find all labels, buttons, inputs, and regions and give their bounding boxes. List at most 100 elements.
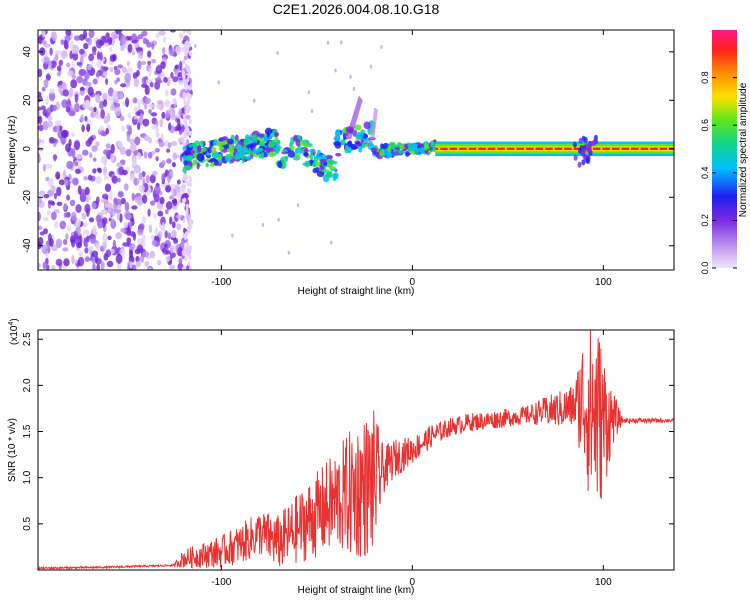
noise-blob: [159, 118, 163, 128]
noise-blob: [186, 181, 190, 187]
noise-blob: [47, 177, 54, 188]
noise-blob: [169, 30, 176, 33]
noise-blob: [369, 64, 373, 69]
signal-blob: [379, 149, 384, 157]
signal-blob: [211, 146, 217, 154]
spectrogram-ytick-label: 0: [22, 146, 33, 152]
noise-blob: [134, 136, 141, 146]
noise-blob: [183, 99, 187, 105]
carrier-dot: [514, 147, 517, 150]
noise-blob: [334, 68, 337, 73]
signal-blob: [581, 159, 586, 166]
noise-blob: [67, 70, 74, 77]
noise-blob: [149, 174, 156, 184]
noise-blob: [182, 59, 186, 65]
noise-blob: [101, 209, 107, 215]
noise-blob: [99, 51, 103, 61]
signal-blob: [183, 165, 192, 171]
noise-blob: [117, 177, 121, 183]
signal-blob: [260, 151, 265, 159]
signal-blob: [277, 161, 283, 169]
noise-blob: [168, 49, 175, 56]
noise-blob: [330, 240, 333, 245]
noise-blob: [117, 64, 124, 69]
noise-blob: [45, 163, 53, 169]
noise-blob: [189, 51, 192, 57]
noise-blob: [349, 74, 352, 79]
noise-blob: [141, 216, 146, 224]
noise-blob: [109, 54, 116, 62]
noise-blob: [129, 243, 136, 251]
noise-blob: [185, 203, 189, 209]
noise-blob: [380, 45, 383, 49]
noise-blob: [100, 155, 108, 165]
noise-blob: [114, 209, 121, 214]
signal-blob: [577, 161, 582, 168]
noise-blob: [38, 36, 43, 45]
noise-blob: [184, 235, 188, 241]
carrier-dot: [476, 147, 479, 150]
noise-blob: [102, 92, 108, 102]
signal-blob: [225, 143, 230, 149]
noise-blob: [150, 235, 155, 240]
noise-blob: [136, 244, 143, 253]
noise-blob: [185, 44, 189, 50]
noise-blob: [137, 34, 144, 40]
noise-blob: [164, 101, 171, 107]
signal-blob: [310, 151, 313, 159]
noise-blob: [96, 51, 101, 60]
noise-blob: [38, 95, 43, 103]
noise-blob: [55, 50, 62, 56]
signal-blob: [329, 164, 333, 170]
noise-blob: [120, 227, 127, 233]
noise-blob: [147, 60, 152, 66]
noise-blob: [75, 226, 81, 235]
noise-blob: [132, 264, 137, 270]
spectrogram-xtick-label: -100: [211, 277, 231, 288]
noise-blob: [185, 30, 189, 33]
noise-blob: [181, 107, 185, 114]
carrier-dot: [562, 147, 565, 150]
noise-blob: [182, 74, 186, 80]
noise-blob: [176, 214, 182, 219]
carrier-dot: [628, 147, 632, 150]
noise-blob: [127, 113, 132, 119]
noise-blob: [137, 99, 141, 109]
signal-blob: [227, 138, 234, 145]
signal-blob: [398, 150, 402, 154]
signal-blob: [594, 138, 599, 145]
signal-blob: [196, 153, 205, 161]
signal-blob: [583, 136, 588, 143]
noise-blob: [151, 58, 157, 64]
carrier-dot: [638, 147, 641, 150]
noise-blob: [183, 82, 187, 88]
noise-blob: [68, 110, 76, 117]
noise-blob: [74, 161, 79, 167]
noise-blob: [185, 210, 189, 216]
noise-blob: [102, 233, 108, 243]
noise-blob: [84, 203, 91, 214]
noise-blob: [187, 261, 191, 267]
noise-blob: [70, 79, 78, 89]
noise-blob: [172, 98, 176, 104]
noise-blob: [38, 111, 41, 118]
signal-blob: [319, 165, 325, 171]
noise-blob: [187, 73, 191, 79]
noise-blob: [374, 108, 377, 112]
noise-blob: [108, 217, 112, 222]
signal-blob: [587, 147, 592, 154]
noise-blob: [253, 98, 256, 103]
noise-blob: [62, 169, 67, 178]
noise-blob: [71, 132, 75, 138]
noise-blob: [55, 238, 63, 249]
signal-blob: [287, 150, 296, 158]
noise-blob: [66, 194, 70, 201]
noise-blob: [126, 237, 132, 244]
noise-blob: [69, 199, 76, 207]
noise-blob: [51, 31, 58, 42]
spectrogram-ytick-label: 20: [22, 94, 33, 106]
noise-blob: [152, 170, 158, 176]
colorbar-tick-label: 0.6: [700, 119, 710, 132]
noise-blob: [126, 213, 132, 221]
noise-blob: [79, 48, 85, 55]
